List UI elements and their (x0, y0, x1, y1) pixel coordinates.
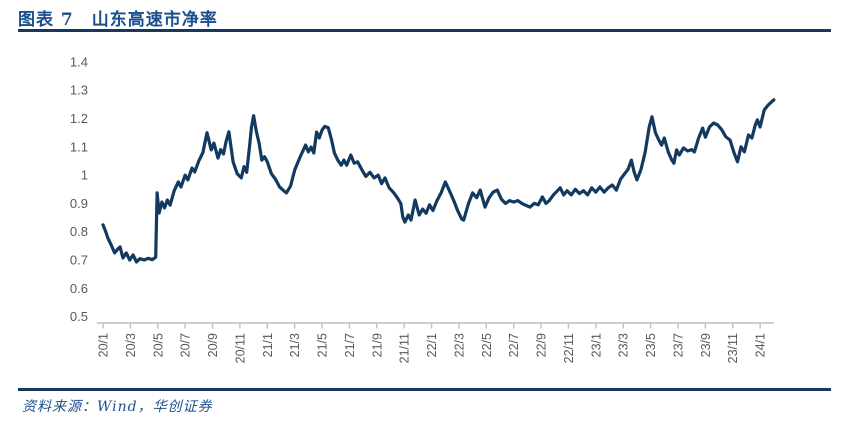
y-axis-label: 0.5 (70, 309, 88, 324)
x-axis-label: 22/11 (562, 333, 576, 363)
x-axis-label: 23/9 (699, 333, 713, 357)
x-axis-label: 21/3 (288, 333, 302, 357)
x-axis-label: 20/1 (97, 333, 111, 357)
x-axis-label: 22/3 (452, 333, 466, 357)
y-axis-label: 0.7 (70, 253, 88, 268)
source-note: 资料来源：Wind，华创证券 (22, 399, 213, 415)
pb-ratio-series-line (101, 98, 776, 264)
x-axis-label: 20/9 (206, 333, 220, 357)
y-axis-label: 0.6 (70, 281, 88, 296)
x-axis-label: 23/3 (617, 333, 631, 357)
y-axis-label: 1.2 (70, 111, 88, 126)
x-axis-label: 20/7 (179, 333, 193, 357)
y-axis-label: 1.3 (70, 83, 88, 98)
x-axis-label: 20/5 (151, 333, 165, 357)
x-axis-label: 21/7 (343, 333, 357, 357)
x-axis-label: 22/7 (507, 333, 521, 357)
x-axis-label: 20/3 (124, 333, 138, 357)
footer-divider (18, 388, 831, 391)
y-axis-label: 0.9 (70, 196, 88, 211)
x-axis-label: 22/1 (425, 333, 439, 357)
x-axis-label: 23/11 (726, 333, 740, 363)
y-axis-label: 1 (81, 168, 88, 183)
figure-title: 图表 7 山东高速市净率 (18, 10, 218, 30)
x-axis-label: 23/1 (589, 333, 603, 357)
x-axis-label: 23/5 (644, 333, 658, 357)
x-axis-label: 21/9 (370, 333, 384, 357)
x-axis-label: 21/11 (398, 333, 412, 363)
x-axis-label: 23/7 (671, 333, 685, 357)
x-axis-label: 20/11 (233, 333, 247, 363)
y-axis-label: 1.1 (70, 139, 88, 154)
x-axis-label: 21/1 (261, 333, 275, 357)
y-axis-label: 0.8 (70, 224, 88, 239)
title-divider (18, 29, 831, 32)
x-axis-label: 22/9 (535, 333, 549, 357)
x-axis-label: 21/5 (316, 333, 330, 357)
x-axis-label: 24/1 (754, 333, 768, 357)
y-axis-label: 1.4 (70, 54, 88, 69)
x-axis-label: 22/5 (480, 333, 494, 357)
